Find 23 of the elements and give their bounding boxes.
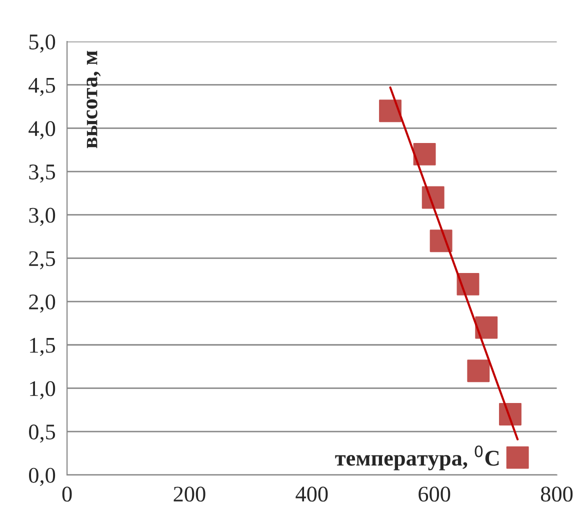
y-tick-label: 3,5	[29, 164, 56, 183]
x-tick-label: 600	[418, 486, 450, 502]
x-axis-title: температура, $^{0}$C	[335, 445, 499, 470]
point	[413, 142, 436, 166]
y-tick-label: 0,5	[29, 424, 56, 443]
point	[379, 100, 402, 122]
y-axis-title: высота, м	[86, 50, 101, 148]
y-tick-label: 3,0	[29, 208, 56, 226]
x-tick-label: 200	[174, 486, 206, 502]
point	[506, 446, 529, 469]
point	[475, 316, 498, 339]
y-tick-label: 0,0	[29, 468, 56, 486]
y-tick-label: 5,0	[29, 34, 56, 53]
y-tick-label: 1,5	[30, 338, 56, 356]
y-tick-label: 1,0	[30, 381, 56, 400]
y-tick-label: 4,5	[28, 78, 56, 96]
y-tick-label: 4,0	[28, 121, 56, 140]
x-tick-label: 800	[540, 486, 573, 502]
x-tick-label: 400	[296, 486, 328, 502]
x-tick-label: 0	[62, 486, 72, 502]
point	[467, 360, 490, 382]
y-tick-label: 2,0	[29, 294, 56, 313]
y-tick-label: 2,5	[29, 251, 56, 270]
